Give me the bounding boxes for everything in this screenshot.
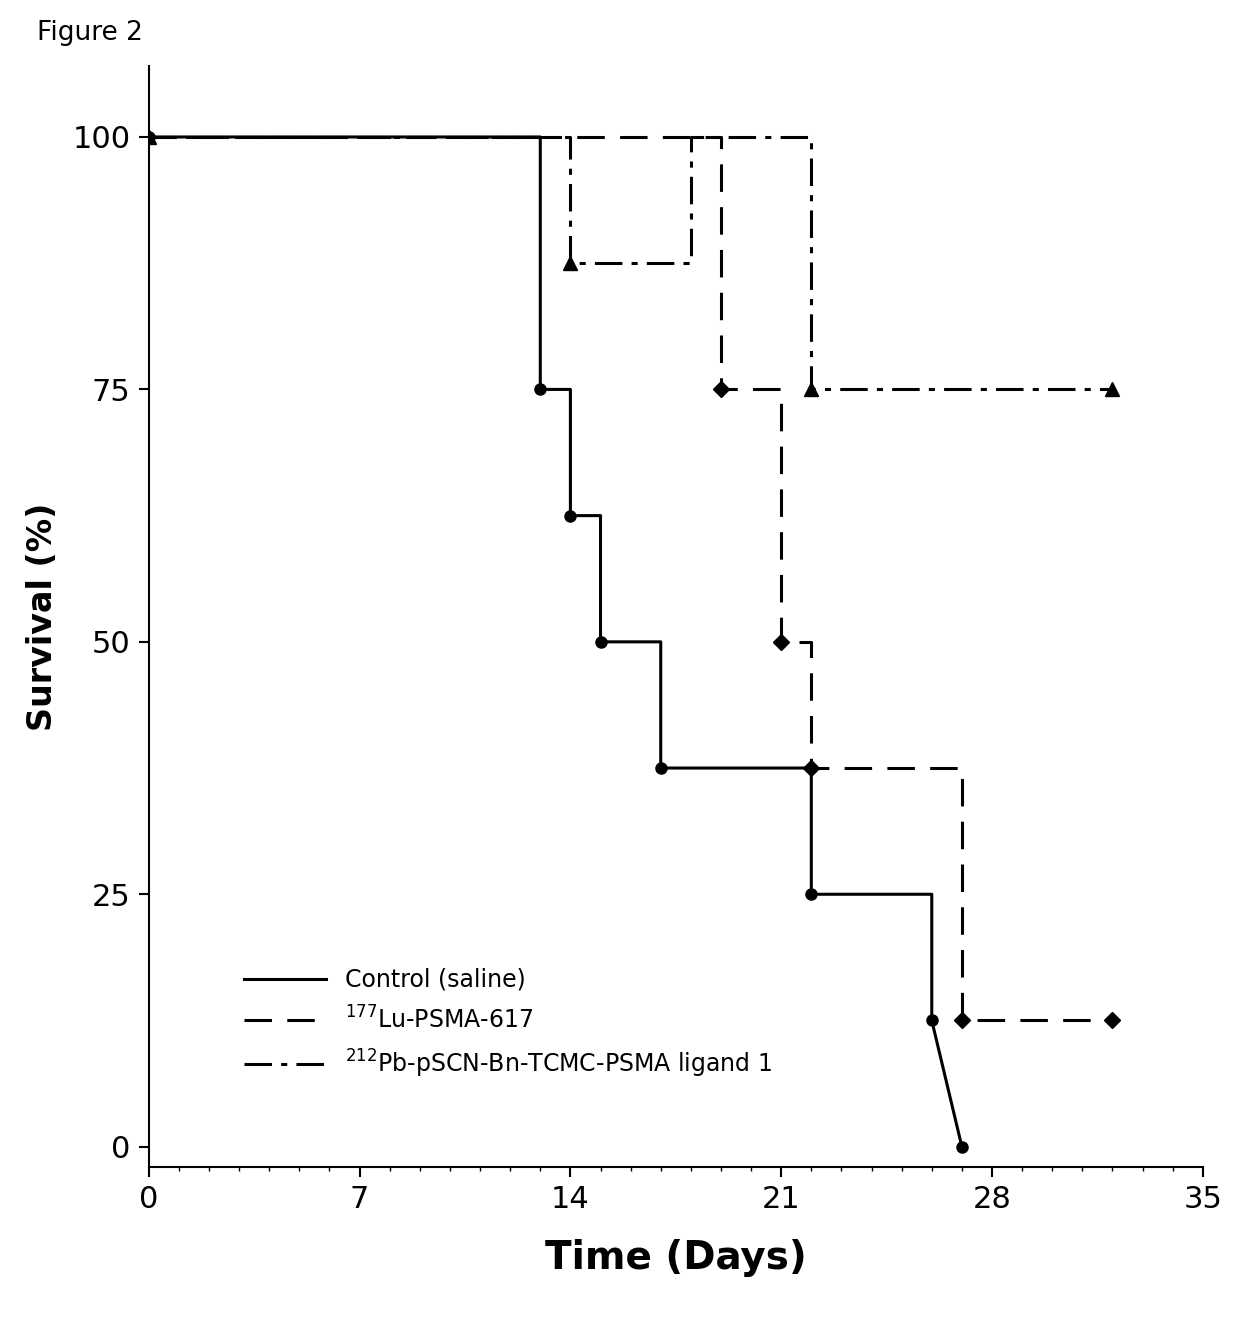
Y-axis label: Survival (%): Survival (%) — [26, 503, 58, 731]
Text: Figure 2: Figure 2 — [37, 20, 143, 46]
X-axis label: Time (Days): Time (Days) — [544, 1238, 807, 1277]
Legend: Control (saline), $^{177}$Lu-PSMA-617, $^{212}$Pb-pSCN-Bn-TCMC-PSMA ligand 1: Control (saline), $^{177}$Lu-PSMA-617, $… — [234, 959, 782, 1089]
